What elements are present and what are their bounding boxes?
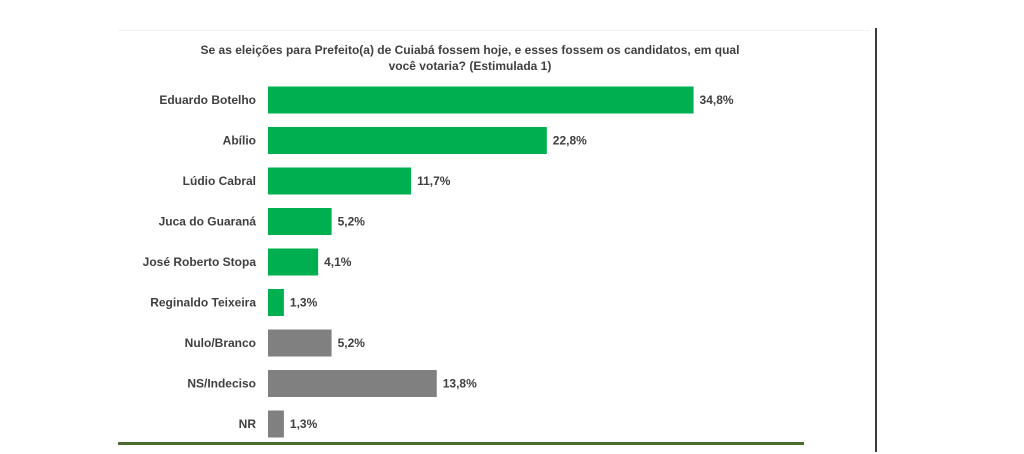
value-label: 34,8% [700, 93, 734, 107]
value-label: 22,8% [553, 134, 587, 148]
category-label: Lúdio Cabral [183, 174, 256, 188]
bar [268, 410, 284, 438]
chart-title-line-2: você votaria? (Estimulada 1) [388, 59, 552, 73]
category-label: Eduardo Botelho [159, 93, 256, 107]
category-label: Abílio [223, 134, 256, 148]
bar [268, 127, 547, 154]
value-label: 11,7% [417, 174, 451, 188]
category-label: Juca do Guaraná [159, 215, 257, 229]
bar [268, 167, 412, 195]
category-label: NR [239, 417, 257, 431]
category-label: Reginaldo Teixeira [150, 296, 256, 310]
bar [268, 248, 319, 276]
value-label: 5,2% [338, 336, 366, 350]
bar [268, 208, 332, 235]
value-label: 13,8% [443, 377, 477, 391]
value-label: 1,3% [290, 417, 318, 431]
bottom-divider [118, 442, 804, 445]
category-label: NS/Indeciso [187, 377, 256, 391]
right-divider [875, 28, 877, 452]
category-label: Nulo/Branco [185, 336, 256, 350]
bar [268, 370, 437, 397]
chart-title: Se as eleições para Prefeito(a) de Cuiab… [150, 42, 790, 74]
bar [268, 289, 284, 316]
bar [268, 329, 332, 357]
chart-title-line-1: Se as eleições para Prefeito(a) de Cuiab… [200, 43, 740, 57]
top-divider [118, 30, 870, 31]
value-label: 1,3% [290, 296, 318, 310]
value-label: 5,2% [338, 215, 366, 229]
bar [268, 86, 694, 114]
category-label: José Roberto Stopa [143, 255, 257, 269]
value-label: 4,1% [324, 255, 352, 269]
